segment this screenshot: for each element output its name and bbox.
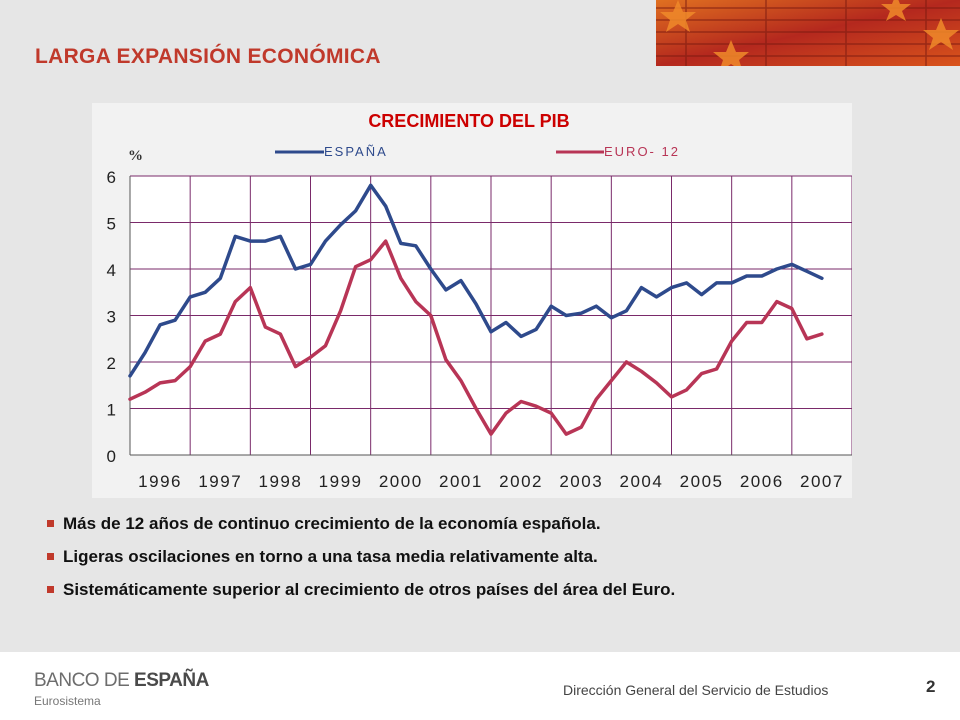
x-tick-label: 2007	[800, 472, 844, 491]
y-tick-label: 3	[107, 308, 116, 327]
chart-axes: 0 1 2 3 4 5 6 1996 1997 1998 1999 2000 2001 2002 2003 2…	[107, 168, 852, 491]
bullet-item: Sistemáticamente superior al crecimiento…	[45, 578, 675, 601]
banner-graphic	[656, 0, 960, 66]
series-line-espana	[128, 183, 824, 378]
x-tick-label: 2003	[559, 472, 603, 491]
slide-title: LARGA EXPANSIÓN ECONÓMICA	[35, 45, 381, 68]
y-tick-label: 2	[107, 354, 116, 373]
legend-label-espana: ESPAÑA	[324, 144, 388, 159]
chart-legend: ESPAÑA EURO- 12	[275, 144, 680, 159]
x-tick-label: 2006	[740, 472, 784, 491]
y-tick-label: 0	[107, 447, 116, 466]
x-tick-label: 2002	[499, 472, 543, 491]
logo-subtitle: Eurosistema	[34, 694, 101, 708]
x-tick-label: 1998	[259, 472, 303, 491]
y-axis-unit-label: %	[128, 148, 143, 164]
bullet-item: Más de 12 años de continuo crecimiento d…	[45, 512, 675, 535]
bullet-item: Ligeras oscilaciones en torno a una tasa…	[45, 545, 675, 568]
chart-panel: CRECIMIENTO DEL PIB % ESPAÑA EURO- 12 0 1…	[92, 103, 853, 498]
x-tick-label: 1996	[138, 472, 182, 491]
bullet-list: Más de 12 años de continuo crecimiento d…	[45, 512, 675, 611]
y-tick-label: 6	[107, 168, 116, 187]
x-tick-label: 2001	[439, 472, 483, 491]
x-tick-label: 1999	[319, 472, 363, 491]
logo-text-bold: ESPAÑA	[134, 670, 209, 691]
y-tick-label: 1	[107, 401, 116, 420]
gdp-growth-chart: CRECIMIENTO DEL PIB % ESPAÑA EURO- 12 0 1…	[107, 111, 853, 491]
y-tick-label: 4	[107, 261, 116, 280]
department-name: Dirección General del Servicio de Estudi…	[563, 682, 829, 698]
chart-series	[128, 183, 824, 436]
legend-label-euro: EURO- 12	[604, 144, 680, 159]
chart-title: CRECIMIENTO DEL PIB	[368, 111, 569, 131]
x-tick-label: 2004	[620, 472, 664, 491]
chart-grid	[129, 175, 853, 456]
x-tick-label: 1997	[198, 472, 242, 491]
y-tick-label: 5	[107, 215, 116, 234]
x-tick-label: 2005	[680, 472, 724, 491]
decorative-banner	[656, 0, 960, 66]
footer: BANCO DE ESPAÑA Eurosistema Dirección Ge…	[0, 652, 960, 720]
bank-logo: BANCO DE ESPAÑA	[34, 670, 209, 692]
series-line-euro	[128, 239, 824, 436]
logo-text-light: BANCO DE	[34, 670, 135, 691]
page-number: 2	[926, 677, 936, 696]
x-tick-label: 2000	[379, 472, 423, 491]
